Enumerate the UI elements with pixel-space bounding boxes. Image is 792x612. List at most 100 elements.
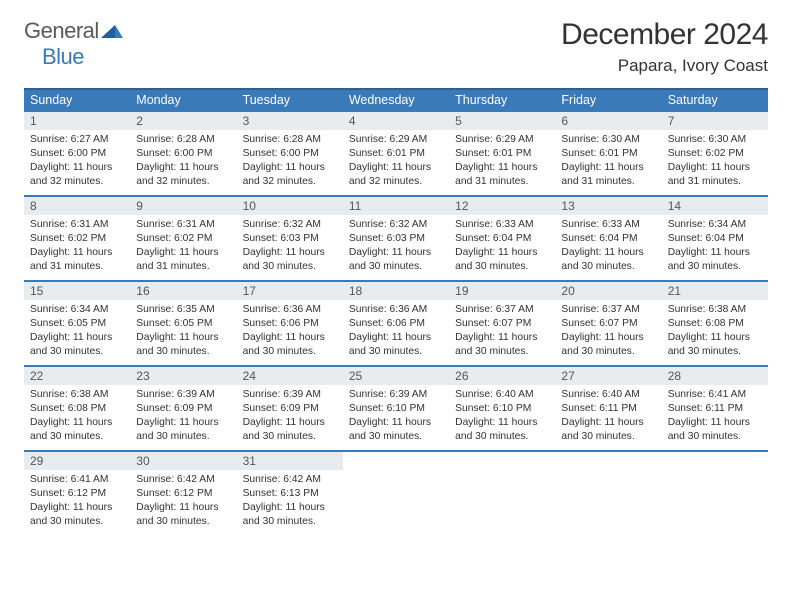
day-cell: 29Sunrise: 6:41 AMSunset: 6:12 PMDayligh… — [24, 452, 130, 535]
day-number: 14 — [662, 197, 768, 215]
day-number: 26 — [449, 367, 555, 385]
day-number: 2 — [130, 112, 236, 130]
week-row: 29Sunrise: 6:41 AMSunset: 6:12 PMDayligh… — [24, 450, 768, 535]
day-cell: 14Sunrise: 6:34 AMSunset: 6:04 PMDayligh… — [662, 197, 768, 280]
day-cell: 16Sunrise: 6:35 AMSunset: 6:05 PMDayligh… — [130, 282, 236, 365]
day-details: Sunrise: 6:28 AMSunset: 6:00 PMDaylight:… — [237, 130, 343, 195]
day-details: Sunrise: 6:42 AMSunset: 6:13 PMDaylight:… — [237, 470, 343, 535]
day-details: Sunrise: 6:34 AMSunset: 6:04 PMDaylight:… — [662, 215, 768, 280]
day-number: 11 — [343, 197, 449, 215]
day-number: 16 — [130, 282, 236, 300]
day-details: Sunrise: 6:42 AMSunset: 6:12 PMDaylight:… — [130, 470, 236, 535]
day-cell: 6Sunrise: 6:30 AMSunset: 6:01 PMDaylight… — [555, 112, 661, 195]
weeks-container: 1Sunrise: 6:27 AMSunset: 6:00 PMDaylight… — [24, 110, 768, 535]
day-details: Sunrise: 6:40 AMSunset: 6:10 PMDaylight:… — [449, 385, 555, 450]
day-number: 3 — [237, 112, 343, 130]
day-details: Sunrise: 6:29 AMSunset: 6:01 PMDaylight:… — [449, 130, 555, 195]
day-header-sun: Sunday — [24, 90, 130, 110]
day-number: 4 — [343, 112, 449, 130]
day-cell — [555, 452, 661, 535]
day-cell: 4Sunrise: 6:29 AMSunset: 6:01 PMDaylight… — [343, 112, 449, 195]
day-header-fri: Friday — [555, 90, 661, 110]
calendar: Sunday Monday Tuesday Wednesday Thursday… — [24, 88, 768, 535]
day-header-thu: Thursday — [449, 90, 555, 110]
day-cell: 27Sunrise: 6:40 AMSunset: 6:11 PMDayligh… — [555, 367, 661, 450]
day-details: Sunrise: 6:38 AMSunset: 6:08 PMDaylight:… — [24, 385, 130, 450]
day-details: Sunrise: 6:32 AMSunset: 6:03 PMDaylight:… — [343, 215, 449, 280]
header: General Blue December 2024 Papara, Ivory… — [24, 18, 768, 76]
day-details: Sunrise: 6:33 AMSunset: 6:04 PMDaylight:… — [449, 215, 555, 280]
day-details: Sunrise: 6:41 AMSunset: 6:11 PMDaylight:… — [662, 385, 768, 450]
day-cell — [662, 452, 768, 535]
day-number: 17 — [237, 282, 343, 300]
brand-part2: Blue — [42, 44, 84, 69]
day-number: 15 — [24, 282, 130, 300]
day-number: 27 — [555, 367, 661, 385]
day-number: 8 — [24, 197, 130, 215]
day-header-tue: Tuesday — [237, 90, 343, 110]
day-details: Sunrise: 6:28 AMSunset: 6:00 PMDaylight:… — [130, 130, 236, 195]
day-details: Sunrise: 6:36 AMSunset: 6:06 PMDaylight:… — [343, 300, 449, 365]
day-details: Sunrise: 6:35 AMSunset: 6:05 PMDaylight:… — [130, 300, 236, 365]
day-cell: 23Sunrise: 6:39 AMSunset: 6:09 PMDayligh… — [130, 367, 236, 450]
location-text: Papara, Ivory Coast — [561, 56, 768, 76]
day-cell: 28Sunrise: 6:41 AMSunset: 6:11 PMDayligh… — [662, 367, 768, 450]
day-header-wed: Wednesday — [343, 90, 449, 110]
day-number: 13 — [555, 197, 661, 215]
day-cell: 18Sunrise: 6:36 AMSunset: 6:06 PMDayligh… — [343, 282, 449, 365]
day-cell: 24Sunrise: 6:39 AMSunset: 6:09 PMDayligh… — [237, 367, 343, 450]
day-cell: 30Sunrise: 6:42 AMSunset: 6:12 PMDayligh… — [130, 452, 236, 535]
day-details: Sunrise: 6:39 AMSunset: 6:09 PMDaylight:… — [130, 385, 236, 450]
day-cell: 21Sunrise: 6:38 AMSunset: 6:08 PMDayligh… — [662, 282, 768, 365]
day-cell: 20Sunrise: 6:37 AMSunset: 6:07 PMDayligh… — [555, 282, 661, 365]
day-details: Sunrise: 6:31 AMSunset: 6:02 PMDaylight:… — [130, 215, 236, 280]
day-cell: 13Sunrise: 6:33 AMSunset: 6:04 PMDayligh… — [555, 197, 661, 280]
day-details: Sunrise: 6:40 AMSunset: 6:11 PMDaylight:… — [555, 385, 661, 450]
day-number: 29 — [24, 452, 130, 470]
day-details: Sunrise: 6:32 AMSunset: 6:03 PMDaylight:… — [237, 215, 343, 280]
day-details: Sunrise: 6:33 AMSunset: 6:04 PMDaylight:… — [555, 215, 661, 280]
day-cell: 17Sunrise: 6:36 AMSunset: 6:06 PMDayligh… — [237, 282, 343, 365]
day-number: 9 — [130, 197, 236, 215]
day-cell: 26Sunrise: 6:40 AMSunset: 6:10 PMDayligh… — [449, 367, 555, 450]
day-details: Sunrise: 6:30 AMSunset: 6:01 PMDaylight:… — [555, 130, 661, 195]
day-cell: 22Sunrise: 6:38 AMSunset: 6:08 PMDayligh… — [24, 367, 130, 450]
day-number: 23 — [130, 367, 236, 385]
day-details: Sunrise: 6:38 AMSunset: 6:08 PMDaylight:… — [662, 300, 768, 365]
day-cell: 15Sunrise: 6:34 AMSunset: 6:05 PMDayligh… — [24, 282, 130, 365]
brand-sail-icon — [101, 25, 123, 42]
day-cell: 5Sunrise: 6:29 AMSunset: 6:01 PMDaylight… — [449, 112, 555, 195]
week-row: 1Sunrise: 6:27 AMSunset: 6:00 PMDaylight… — [24, 110, 768, 195]
week-row: 15Sunrise: 6:34 AMSunset: 6:05 PMDayligh… — [24, 280, 768, 365]
day-number: 31 — [237, 452, 343, 470]
day-cell: 12Sunrise: 6:33 AMSunset: 6:04 PMDayligh… — [449, 197, 555, 280]
week-row: 8Sunrise: 6:31 AMSunset: 6:02 PMDaylight… — [24, 195, 768, 280]
day-cell: 3Sunrise: 6:28 AMSunset: 6:00 PMDaylight… — [237, 112, 343, 195]
day-cell: 25Sunrise: 6:39 AMSunset: 6:10 PMDayligh… — [343, 367, 449, 450]
day-cell: 31Sunrise: 6:42 AMSunset: 6:13 PMDayligh… — [237, 452, 343, 535]
day-number: 5 — [449, 112, 555, 130]
month-title: December 2024 — [561, 18, 768, 52]
day-header-sat: Saturday — [662, 90, 768, 110]
day-details: Sunrise: 6:37 AMSunset: 6:07 PMDaylight:… — [555, 300, 661, 365]
day-number: 7 — [662, 112, 768, 130]
day-header-row: Sunday Monday Tuesday Wednesday Thursday… — [24, 88, 768, 110]
day-details: Sunrise: 6:27 AMSunset: 6:00 PMDaylight:… — [24, 130, 130, 195]
day-details: Sunrise: 6:37 AMSunset: 6:07 PMDaylight:… — [449, 300, 555, 365]
day-details: Sunrise: 6:34 AMSunset: 6:05 PMDaylight:… — [24, 300, 130, 365]
day-details: Sunrise: 6:36 AMSunset: 6:06 PMDaylight:… — [237, 300, 343, 365]
day-number: 6 — [555, 112, 661, 130]
day-cell: 10Sunrise: 6:32 AMSunset: 6:03 PMDayligh… — [237, 197, 343, 280]
day-number: 30 — [130, 452, 236, 470]
day-number: 22 — [24, 367, 130, 385]
day-number: 25 — [343, 367, 449, 385]
day-cell: 19Sunrise: 6:37 AMSunset: 6:07 PMDayligh… — [449, 282, 555, 365]
brand-text: General Blue — [24, 18, 123, 70]
day-number: 1 — [24, 112, 130, 130]
day-number: 24 — [237, 367, 343, 385]
day-cell: 11Sunrise: 6:32 AMSunset: 6:03 PMDayligh… — [343, 197, 449, 280]
day-header-mon: Monday — [130, 90, 236, 110]
day-number: 18 — [343, 282, 449, 300]
day-details: Sunrise: 6:39 AMSunset: 6:10 PMDaylight:… — [343, 385, 449, 450]
day-number: 12 — [449, 197, 555, 215]
